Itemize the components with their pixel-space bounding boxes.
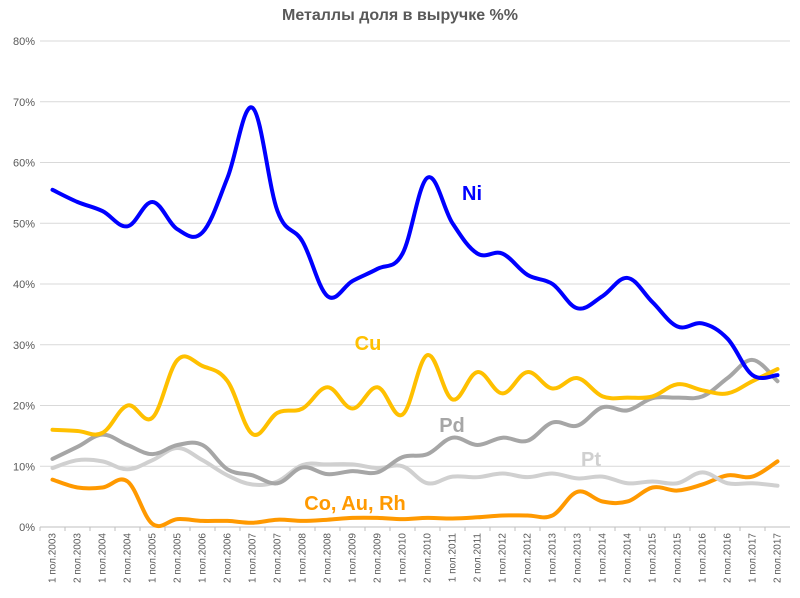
x-tick-label: 2 пол.2017: [773, 533, 784, 583]
x-axis-ticks: 1 пол.2003 2 пол.2003 1 пол.2004 2 пол.2004…: [39, 527, 784, 583]
x-tick-label: 1 пол.2003: [48, 533, 59, 583]
y-tick-label: 10%: [13, 461, 35, 473]
x-tick-label: 2 пол.2007: [273, 533, 284, 583]
x-tick-label: 1 пол.2012: [498, 533, 509, 583]
x-tick-label: 1 пол.2016: [698, 533, 709, 583]
y-tick-label: 20%: [13, 401, 35, 413]
y-tick-label: 70%: [13, 97, 35, 109]
x-tick-label: 1 пол.2009: [348, 533, 359, 583]
series-line-pt: [50, 446, 780, 488]
y-tick-label: 80%: [13, 36, 35, 48]
x-tick-label: 2 пол.2013: [573, 533, 584, 583]
chart-title: Металлы доля в выручке %%: [282, 7, 518, 24]
x-tick-label: 2 пол.2016: [723, 533, 734, 583]
series-line-cu: [50, 353, 780, 437]
x-tick-label: 2 пол.2004: [123, 533, 134, 583]
series-line-ni: [50, 105, 780, 381]
x-tick-label: 1 пол.2014: [598, 533, 609, 583]
series-label-co-au-rh: Co, Au, Rh: [304, 493, 405, 515]
series-lines: [50, 105, 780, 529]
series-label-cu: Cu: [355, 333, 382, 355]
y-tick-label: 0%: [19, 522, 35, 534]
x-tick-label: 2 пол.2008: [323, 533, 334, 583]
x-tick-label: 1 пол.2007: [248, 533, 259, 583]
y-axis-ticks: 0% 10% 20% 30% 40% 50% 60% 70% 80%: [13, 36, 35, 534]
x-tick-label: 1 пол.2013: [548, 533, 559, 583]
x-tick-label: 1 пол.2010: [398, 533, 409, 583]
x-tick-label: 2 пол.2005: [173, 533, 184, 583]
x-tick-label: 1 пол.2015: [648, 533, 659, 583]
x-tick-label: 2 пол.2006: [223, 533, 234, 583]
x-tick-label: 1 пол.2008: [298, 533, 309, 583]
x-tick-label: 1 пол.2011: [448, 533, 459, 583]
x-tick-label: 1 пол.2004: [98, 533, 109, 583]
y-tick-label: 30%: [13, 340, 35, 352]
series-labels: Ni Cu Pd Pt Co, Au, Rh: [304, 183, 601, 515]
series-label-pd: Pd: [439, 415, 465, 437]
x-tick-label: 1 пол.2017: [748, 533, 759, 583]
y-tick-label: 50%: [13, 218, 35, 230]
x-tick-label: 2 пол.2012: [523, 533, 534, 583]
x-tick-label: 1 пол.2006: [198, 533, 209, 583]
series-label-ni: Ni: [462, 183, 482, 205]
x-tick-label: 2 пол.2010: [423, 533, 434, 583]
x-tick-label: 2 пол.2014: [623, 533, 634, 583]
x-tick-label: 2 пол.2015: [673, 533, 684, 583]
x-tick-label: 1 пол.2005: [148, 533, 159, 583]
x-tick-label: 2 пол.2009: [373, 533, 384, 583]
y-tick-label: 60%: [13, 158, 35, 170]
gridlines: [40, 40, 790, 528]
x-tick-label: 2 пол.2003: [73, 533, 84, 583]
y-tick-label: 40%: [13, 279, 35, 291]
series-label-pt: Pt: [581, 449, 601, 471]
x-tick-label: 2 пол.2011: [473, 533, 484, 583]
series-line-co-au-rh: [50, 459, 780, 529]
